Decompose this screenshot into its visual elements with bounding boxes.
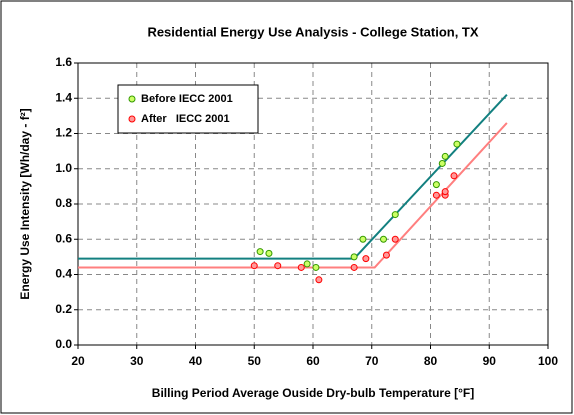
data-point [432,181,440,189]
plot-border [77,62,549,346]
x-tick-label: 20 [71,354,85,368]
data-point [453,140,461,148]
data-point [350,253,358,261]
data-point [441,152,449,160]
data-point [297,263,305,271]
data-point [250,262,258,270]
data-point [265,249,273,257]
legend-marker [128,115,136,123]
y-tick-label: 0.0 [55,337,72,351]
x-tick-label: 30 [130,354,144,368]
legend-label: After IECC 2001 [141,113,230,125]
y-tick-label: 1.0 [55,161,72,175]
data-point [450,172,458,180]
x-tick-label: 100 [538,354,558,368]
fit-line [78,122,508,269]
y-tick-label: 1.6 [55,55,72,69]
y-tick-label: 1.2 [55,126,72,140]
data-point [315,276,323,284]
data-point [359,235,367,243]
y-tick-label: 1.4 [55,90,72,104]
x-tick-label: 60 [306,354,320,368]
x-tick-label: 80 [424,354,438,368]
x-tick-label: 40 [189,354,203,368]
data-point [438,159,446,167]
x-tick-label: 70 [365,354,379,368]
data-point [274,262,282,270]
data-point [441,188,449,196]
legend-marker [128,95,136,103]
data-point [350,263,358,271]
x-tick-label: 90 [483,354,497,368]
data-point [380,235,387,243]
y-tick-label: 0.6 [55,231,72,245]
y-axis-label: Energy Use Intensity [Wh/day - f²] [18,108,32,299]
legend-box [117,84,259,134]
data-point [432,191,440,199]
data-point [312,263,320,271]
y-tick-label: 0.2 [55,302,72,316]
data-point [256,248,264,256]
y-tick-label: 0.8 [55,196,72,210]
chart-title: Residential Energy Use Analysis - Colleg… [147,24,478,39]
data-point [391,235,399,243]
x-axis-label: Billing Period Average Ouside Dry-bulb T… [152,386,474,400]
legend-label: Before IECC 2001 [141,93,233,105]
data-point [391,211,399,219]
data-point [362,255,370,263]
y-tick-label: 0.4 [55,267,72,281]
x-tick-label: 50 [248,354,262,368]
data-point [382,251,390,259]
data-point [303,260,311,268]
